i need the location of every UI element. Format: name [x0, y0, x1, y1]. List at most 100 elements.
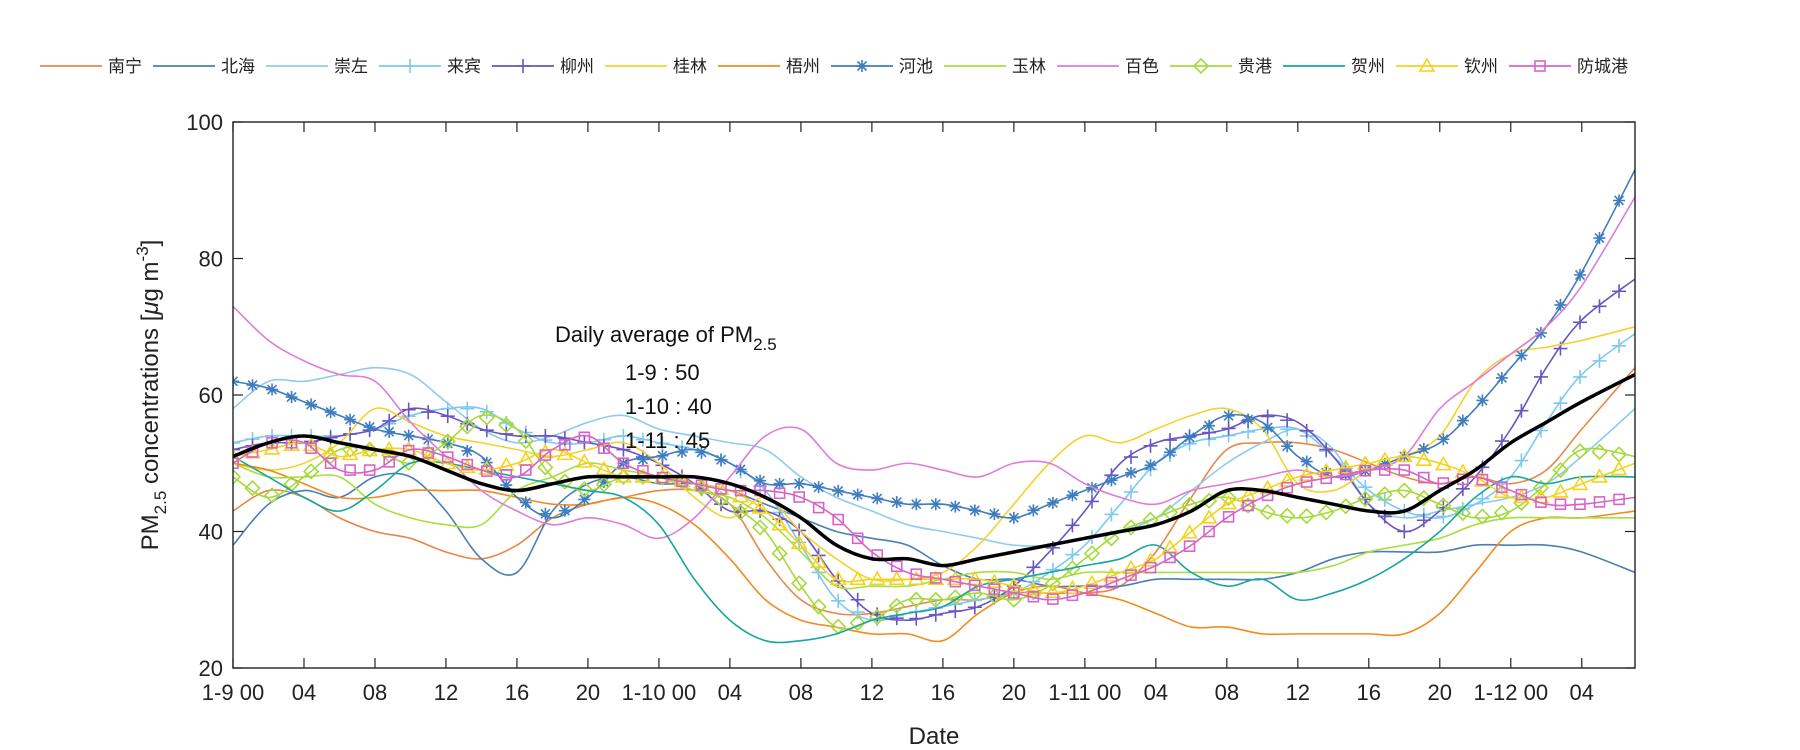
data-point	[966, 570, 984, 586]
data-point	[380, 441, 398, 456]
data-point	[1454, 504, 1471, 522]
data-point	[1027, 504, 1040, 517]
plot-area	[233, 122, 1635, 668]
data-point	[1495, 371, 1508, 384]
data-point	[441, 451, 454, 463]
data-point	[1318, 504, 1335, 521]
x-tick-label: 08	[363, 680, 387, 705]
legend-label: 北海	[221, 57, 255, 77]
data-point	[908, 591, 925, 608]
data-point	[968, 504, 981, 517]
legend: 南宁 北海 崇左 来宾 柳州 桂林 梧州 河池 玉林 百色 贵港 贺州 钦州 防城港	[40, 57, 1628, 77]
data-point	[1534, 326, 1547, 339]
data-point	[305, 442, 317, 455]
data-point	[1200, 509, 1218, 524]
x-tick-label: 12	[434, 680, 458, 705]
data-point	[1281, 440, 1294, 453]
legend-item: 崇左	[266, 57, 368, 77]
data-point	[636, 453, 649, 466]
data-point	[1027, 590, 1040, 603]
data-point	[499, 426, 514, 441]
data-point	[907, 570, 925, 586]
data-point	[1122, 559, 1140, 575]
data-point	[283, 436, 300, 451]
data-point	[1046, 496, 1059, 509]
data-point	[441, 437, 454, 450]
legend-item: 北海	[153, 57, 255, 77]
data-point	[244, 480, 261, 497]
series-city-2	[233, 366, 1635, 547]
legend-item: 贵港	[1170, 57, 1272, 77]
data-point	[868, 570, 886, 586]
data-point	[498, 416, 515, 434]
data-point	[850, 592, 865, 607]
data-point	[480, 465, 493, 477]
data-point	[1398, 464, 1411, 476]
data-point	[520, 464, 532, 476]
legend-label: 南宁	[108, 57, 142, 77]
data-point	[400, 454, 417, 471]
data-point	[1045, 562, 1060, 577]
data-point	[537, 459, 554, 476]
x-axis-label: Date	[909, 723, 960, 750]
data-point	[793, 491, 805, 503]
series-line	[233, 367, 1635, 616]
data-point	[478, 409, 495, 426]
data-point	[1437, 433, 1450, 446]
data-point	[1376, 486, 1393, 503]
data-point	[1356, 455, 1374, 470]
data-point	[810, 598, 827, 615]
series-line	[233, 472, 1635, 588]
data-point	[616, 428, 631, 443]
data-point	[363, 421, 376, 434]
data-point	[233, 442, 240, 457]
data-point	[1378, 457, 1391, 470]
legend-label: 桂林	[673, 57, 707, 77]
data-point	[1359, 464, 1372, 477]
daily-average-annotation: Daily average of PM2.5 1-9 : 50 1-10 : 40 1…	[555, 322, 777, 453]
x-tick-label: 12	[1286, 680, 1310, 705]
data-point	[1123, 450, 1138, 465]
data-point	[233, 435, 240, 450]
data-point	[617, 457, 630, 470]
legend-label: 河池	[899, 57, 933, 77]
legend-label: 梧州	[786, 57, 820, 77]
data-point	[1533, 369, 1548, 384]
x-tick-label: 16	[505, 680, 529, 705]
data-point	[946, 570, 964, 586]
data-point	[1613, 194, 1626, 207]
data-point	[1104, 507, 1119, 522]
data-point	[1260, 409, 1275, 424]
x-tick-label: 20	[576, 680, 600, 705]
y-tick-label: 20	[199, 656, 223, 681]
data-point	[910, 568, 923, 580]
data-point	[1083, 545, 1101, 562]
data-point	[732, 504, 749, 521]
legend-item: 贺州	[1283, 57, 1385, 77]
legend-label: 百色	[1125, 57, 1159, 77]
data-point	[1144, 459, 1157, 472]
data-point	[517, 432, 534, 450]
data-point	[1535, 496, 1547, 508]
data-point	[578, 431, 591, 444]
data-point	[1514, 403, 1529, 418]
data-point	[1397, 524, 1412, 539]
data-point	[1417, 442, 1430, 455]
legend-label: 崇左	[334, 57, 368, 77]
legend-label: 钦州	[1464, 57, 1498, 77]
data-point	[947, 589, 964, 606]
data-point	[302, 463, 320, 480]
data-point	[1300, 455, 1313, 468]
data-point	[771, 545, 788, 562]
data-point	[1221, 421, 1236, 436]
legend-label: 贵港	[1238, 57, 1272, 77]
data-point	[421, 405, 436, 420]
series-line	[233, 462, 1635, 590]
data-point	[1572, 315, 1587, 330]
data-point	[1554, 298, 1567, 311]
data-point	[1515, 349, 1528, 362]
data-point	[695, 479, 708, 491]
data-point	[1105, 474, 1118, 487]
